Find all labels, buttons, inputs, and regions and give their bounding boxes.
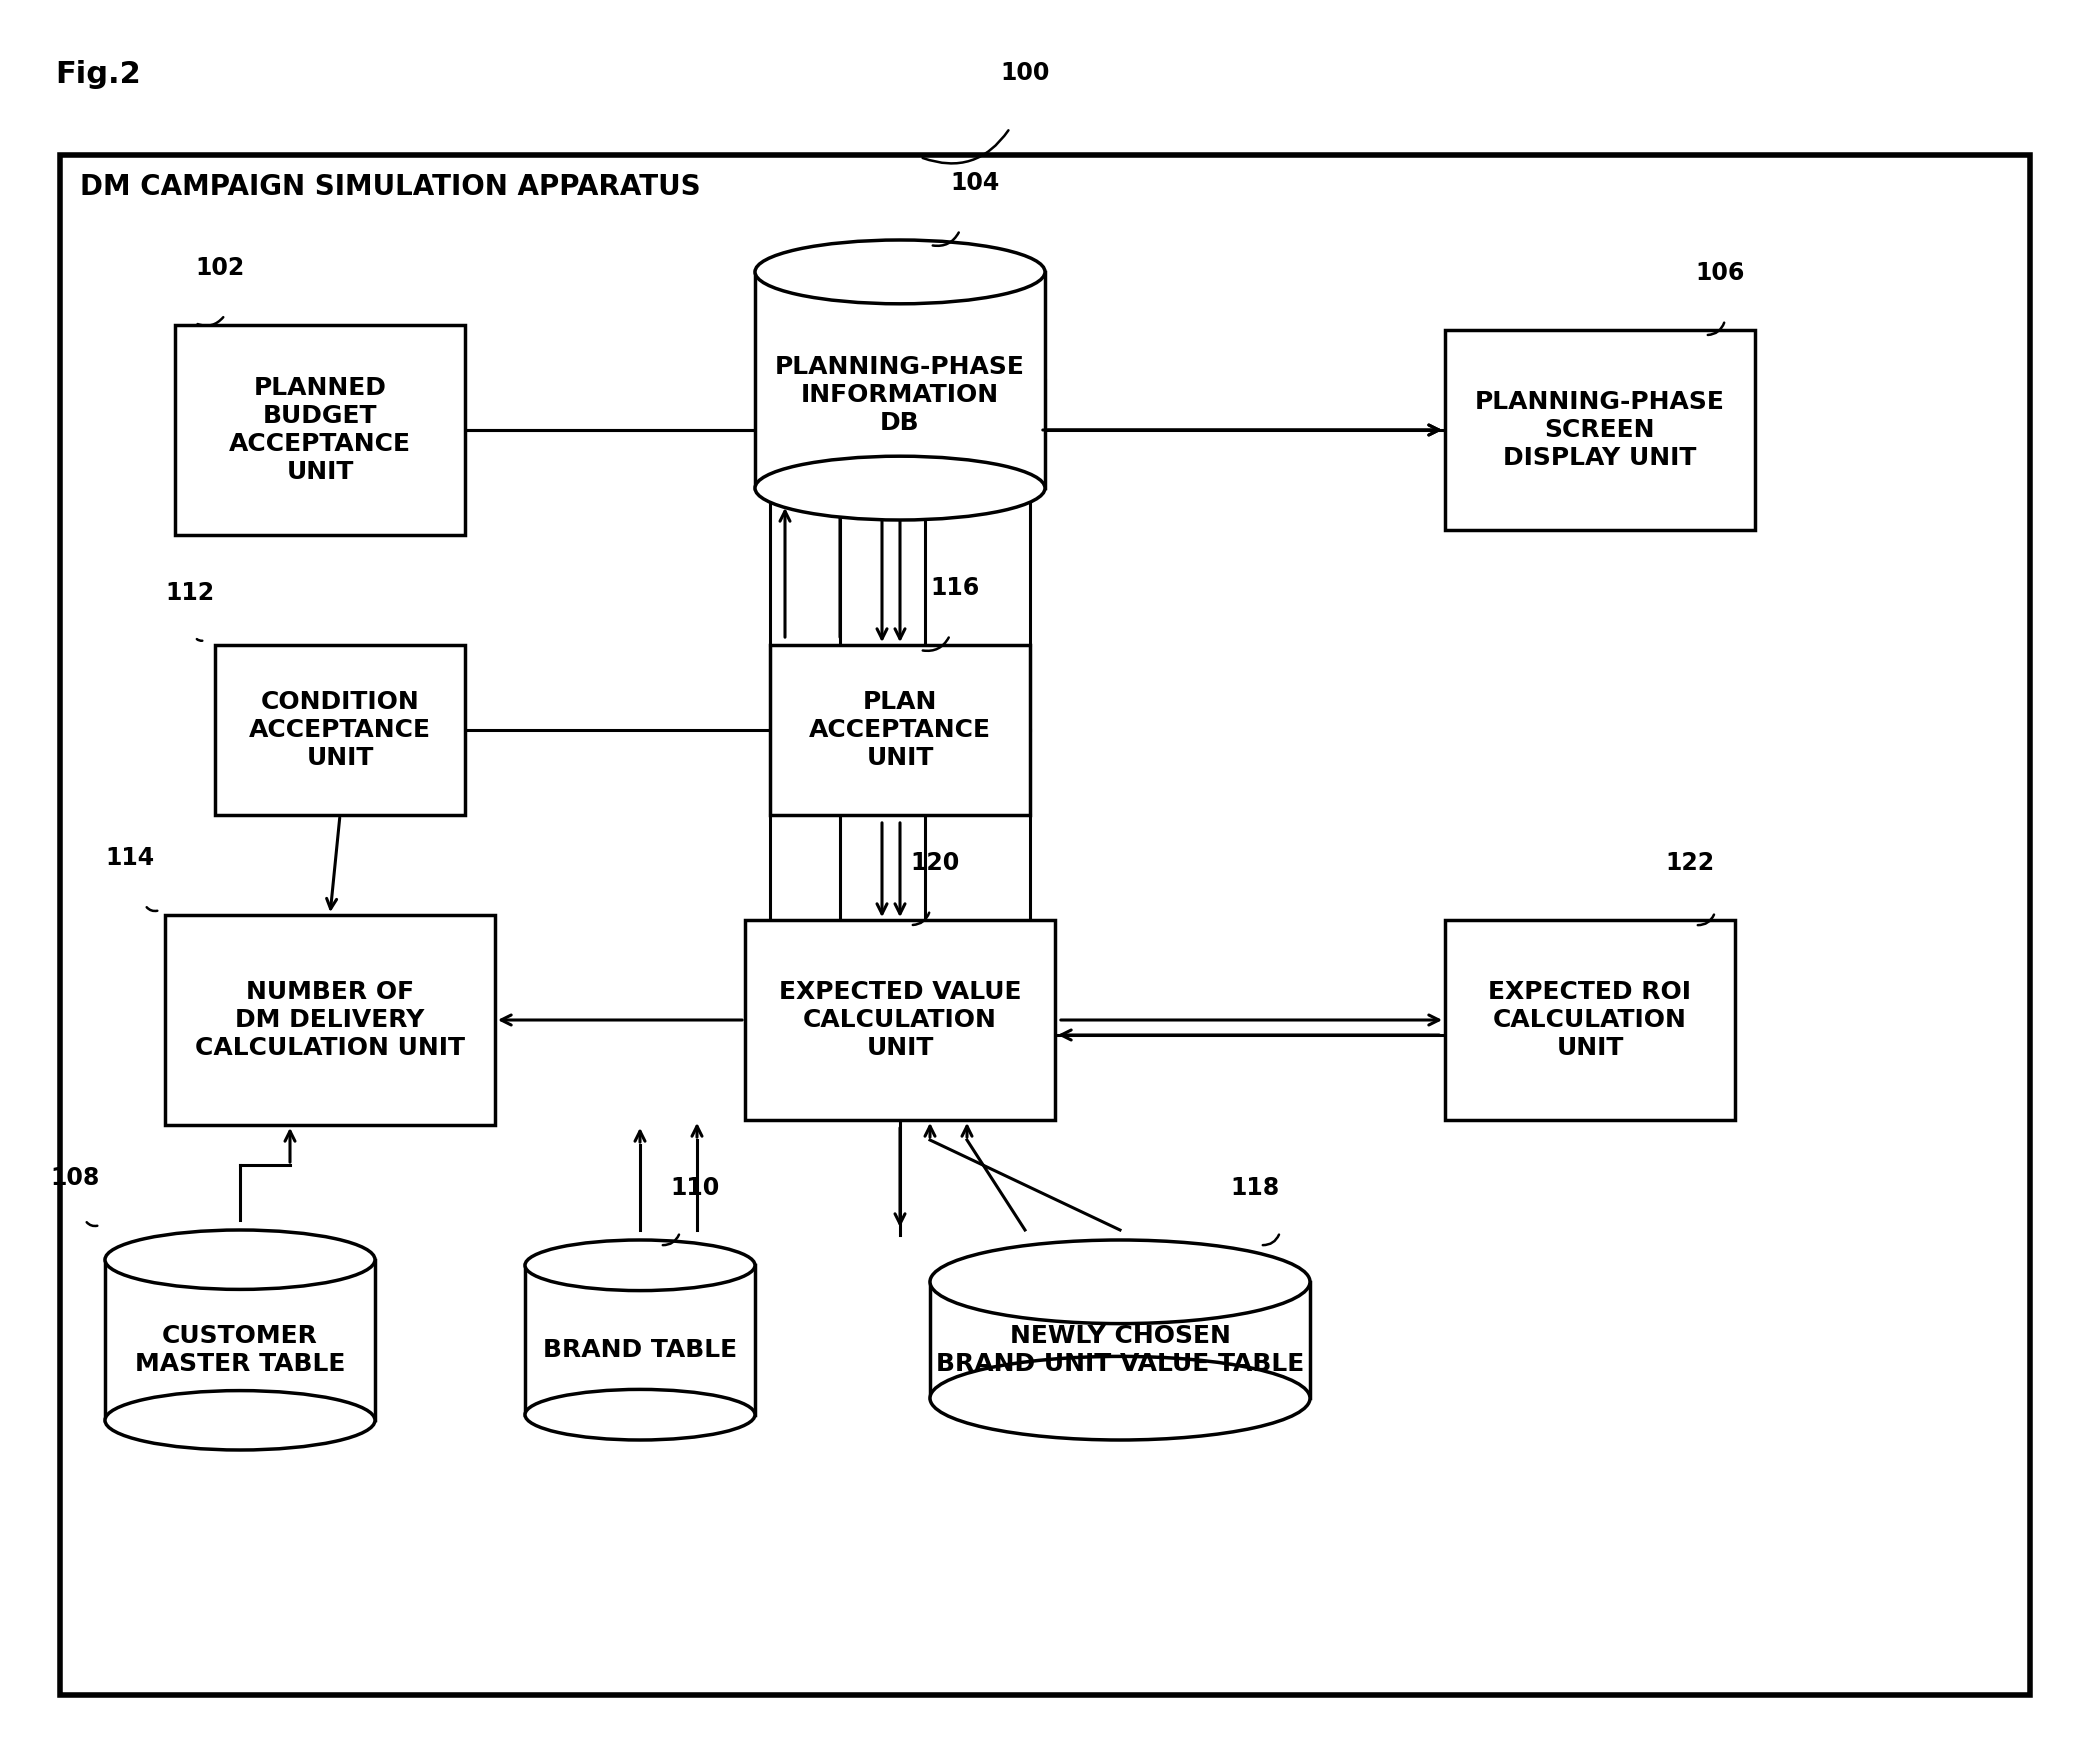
Bar bbox=[524, 1265, 756, 1415]
FancyArrowPatch shape bbox=[1708, 323, 1725, 335]
Text: DM CAMPAIGN SIMULATION APPARATUS: DM CAMPAIGN SIMULATION APPARATUS bbox=[79, 174, 702, 202]
FancyArrowPatch shape bbox=[923, 130, 1009, 163]
FancyArrowPatch shape bbox=[933, 232, 958, 246]
Bar bbox=[215, 646, 466, 814]
Bar bbox=[745, 920, 1054, 1120]
Ellipse shape bbox=[104, 1390, 376, 1450]
Text: BRAND TABLE: BRAND TABLE bbox=[543, 1337, 737, 1362]
Text: 106: 106 bbox=[1695, 261, 1743, 284]
Ellipse shape bbox=[756, 456, 1044, 519]
Text: EXPECTED VALUE
CALCULATION
UNIT: EXPECTED VALUE CALCULATION UNIT bbox=[779, 981, 1021, 1060]
FancyArrowPatch shape bbox=[662, 1234, 679, 1244]
Text: 122: 122 bbox=[1664, 851, 1714, 876]
Text: 104: 104 bbox=[950, 170, 1000, 195]
Ellipse shape bbox=[756, 240, 1044, 304]
Text: NUMBER OF
DM DELIVERY
CALCULATION UNIT: NUMBER OF DM DELIVERY CALCULATION UNIT bbox=[194, 981, 466, 1060]
Bar bbox=[165, 914, 495, 1125]
Text: 120: 120 bbox=[910, 851, 958, 876]
Ellipse shape bbox=[929, 1357, 1309, 1441]
Text: EXPECTED ROI
CALCULATION
UNIT: EXPECTED ROI CALCULATION UNIT bbox=[1489, 981, 1691, 1060]
Text: 102: 102 bbox=[194, 256, 244, 281]
Text: PLANNING-PHASE
SCREEN
DISPLAY UNIT: PLANNING-PHASE SCREEN DISPLAY UNIT bbox=[1474, 390, 1725, 470]
Text: 116: 116 bbox=[929, 576, 979, 600]
FancyArrowPatch shape bbox=[198, 318, 223, 326]
Text: Fig.2: Fig.2 bbox=[54, 60, 140, 90]
Text: 100: 100 bbox=[1000, 61, 1050, 84]
Ellipse shape bbox=[104, 1230, 376, 1290]
FancyArrowPatch shape bbox=[923, 637, 948, 651]
Text: PLAN
ACCEPTANCE
UNIT: PLAN ACCEPTANCE UNIT bbox=[808, 690, 992, 770]
Text: PLANNED
BUDGET
ACCEPTANCE
UNIT: PLANNED BUDGET ACCEPTANCE UNIT bbox=[230, 376, 411, 484]
Text: PLANNING-PHASE
INFORMATION
DB: PLANNING-PHASE INFORMATION DB bbox=[775, 355, 1025, 435]
Text: CONDITION
ACCEPTANCE
UNIT: CONDITION ACCEPTANCE UNIT bbox=[248, 690, 430, 770]
Text: 114: 114 bbox=[104, 846, 155, 870]
Ellipse shape bbox=[929, 1241, 1309, 1323]
Bar bbox=[929, 1281, 1309, 1399]
FancyArrowPatch shape bbox=[1698, 914, 1714, 925]
FancyArrowPatch shape bbox=[146, 907, 157, 911]
FancyArrowPatch shape bbox=[88, 1221, 98, 1227]
Bar bbox=[104, 1260, 376, 1420]
Text: 110: 110 bbox=[670, 1176, 718, 1200]
Bar bbox=[756, 272, 1044, 488]
Bar bbox=[61, 154, 2030, 1695]
Bar bbox=[175, 325, 466, 535]
Text: 118: 118 bbox=[1230, 1176, 1280, 1200]
Text: 108: 108 bbox=[50, 1165, 100, 1190]
FancyArrowPatch shape bbox=[912, 913, 929, 925]
Bar bbox=[1445, 920, 1735, 1120]
Text: CUSTOMER
MASTER TABLE: CUSTOMER MASTER TABLE bbox=[136, 1323, 345, 1376]
Ellipse shape bbox=[524, 1241, 756, 1290]
Ellipse shape bbox=[524, 1390, 756, 1441]
Text: 112: 112 bbox=[165, 581, 215, 605]
FancyArrowPatch shape bbox=[1263, 1234, 1280, 1244]
Bar bbox=[1445, 330, 1756, 530]
Bar bbox=[770, 646, 1029, 814]
Text: NEWLY CHOSEN
BRAND UNIT VALUE TABLE: NEWLY CHOSEN BRAND UNIT VALUE TABLE bbox=[935, 1323, 1305, 1376]
